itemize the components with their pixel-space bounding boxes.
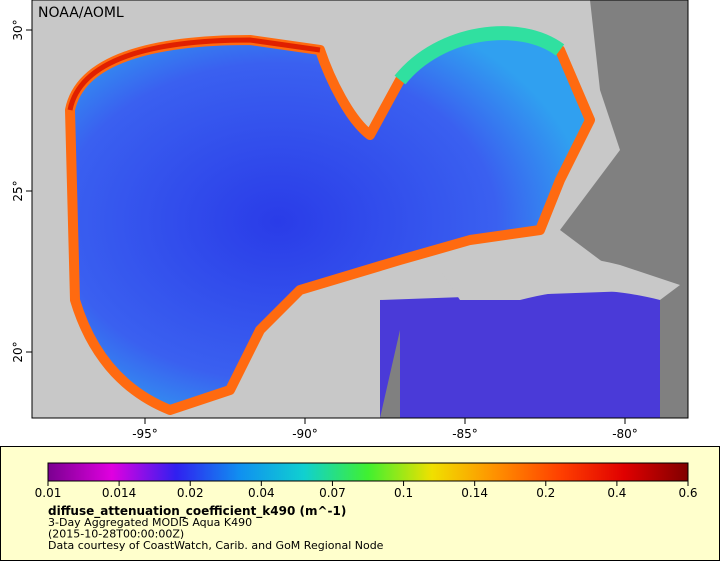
coastal-band xyxy=(67,37,321,111)
lon-axis: -95° -90° -85° -80° xyxy=(132,418,638,441)
colorbar-label: 0.04 xyxy=(248,486,275,500)
colorbar xyxy=(47,462,689,482)
map-frame xyxy=(31,0,689,419)
credit: NOAA/AOML xyxy=(38,5,124,21)
lat-label: 25° xyxy=(11,180,25,201)
map-area xyxy=(32,0,688,418)
colorbar-ticks: 0.01 0.014 0.02 0.04 0.07 0.1 0.14 0.2 0.4 0.6 xyxy=(35,481,698,500)
colorbar-label: 0.014 xyxy=(102,486,136,500)
colorbar-label: 0.6 xyxy=(678,486,697,500)
deep-water xyxy=(380,330,400,418)
lat-axis: 30° 25° 20° xyxy=(11,19,32,363)
lon-label: -95° xyxy=(132,427,158,441)
colorbar-label: 0.14 xyxy=(461,486,488,500)
colorbar-label: 0.1 xyxy=(394,486,413,500)
legend-line: (2015-10-28T00:00:00Z) xyxy=(48,528,184,541)
colorbar-label: 0.07 xyxy=(319,486,346,500)
legend-title: diffuse_attenuation_coefficient_k490 (m^… xyxy=(48,504,346,519)
colorbar-label: 0.2 xyxy=(536,486,555,500)
colorbar-label: 0.01 xyxy=(35,486,62,500)
lon-label: -80° xyxy=(612,427,638,441)
legend-lines: 3-Day Aggregated MODIS Aqua K490(2015-10… xyxy=(48,516,384,552)
caribbean xyxy=(380,290,660,418)
cuba xyxy=(440,254,680,300)
lat-label: 20° xyxy=(11,341,25,362)
lon-label: -85° xyxy=(452,427,478,441)
colorbar-label: 0.4 xyxy=(607,486,626,500)
legend-line: 3-Day Aggregated MODIS Aqua K490 xyxy=(48,516,252,529)
shelf-band xyxy=(394,26,565,85)
lon-label: -90° xyxy=(292,427,318,441)
legend-line: Data courtesy of CoastWatch, Carib. and … xyxy=(48,539,384,552)
lat-label: 30° xyxy=(11,19,25,40)
colorbar-label: 0.02 xyxy=(177,486,204,500)
